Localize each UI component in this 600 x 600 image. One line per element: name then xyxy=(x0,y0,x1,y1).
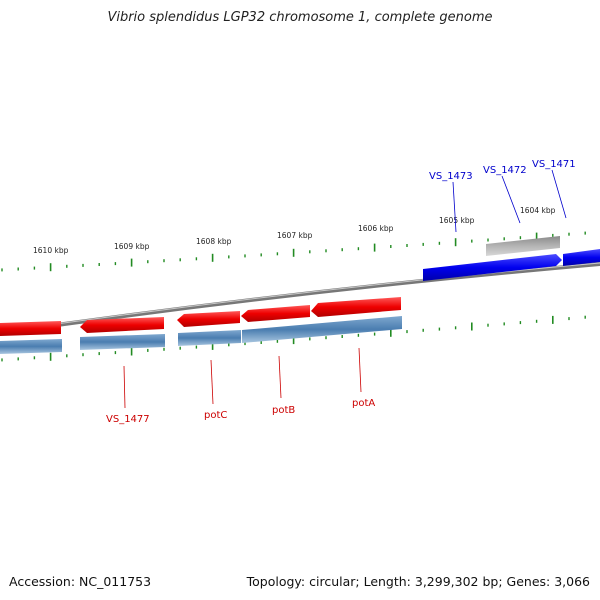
map-title: Vibrio splendidus LGP32 chromosome 1, co… xyxy=(107,10,493,25)
gene-track-potB-potA xyxy=(242,316,402,343)
gene-label-potA[interactable]: potA xyxy=(352,398,375,409)
gene-label-VS_1473[interactable]: VS_1473 xyxy=(429,171,473,182)
leader-VS_1473 xyxy=(452,181,457,233)
leader-potA xyxy=(358,347,362,393)
genome-backbone xyxy=(0,262,600,335)
reverse-strand-features xyxy=(0,297,401,336)
scale-label: 1604 kbp xyxy=(520,206,556,215)
forward-strand-features xyxy=(423,236,600,281)
scale-labels: 1610 kbp 1609 kbp 1608 kbp 1607 kbp 1606… xyxy=(33,206,556,255)
gene-feature-VS_1472[interactable] xyxy=(486,236,560,256)
gene-feature-VS_1473[interactable] xyxy=(423,254,562,281)
label-leaders xyxy=(123,169,567,409)
reverse-strand-track xyxy=(0,316,402,354)
gene-feature-VS_1471[interactable] xyxy=(563,249,600,266)
leader-VS_1472 xyxy=(501,175,521,224)
gene-feature-VS_1477[interactable] xyxy=(80,317,164,333)
gene-labels: VS_1473 VS_1472 VS_1471 VS_1477 potC pot… xyxy=(106,159,576,425)
gene-label-potC[interactable]: potC xyxy=(204,410,227,421)
leader-VS_1471 xyxy=(551,169,567,219)
scale-label: 1610 kbp xyxy=(33,246,69,255)
leader-potB xyxy=(278,355,282,399)
genome-summary-text: Topology: circular; Length: 3,299,302 bp… xyxy=(246,574,590,589)
gene-label-VS_1477[interactable]: VS_1477 xyxy=(106,414,150,425)
gene-label-VS_1471[interactable]: VS_1471 xyxy=(532,159,576,170)
genome-backbone-highlight xyxy=(0,262,600,333)
leader-potC xyxy=(210,359,214,405)
gene-feature-potA[interactable] xyxy=(311,297,401,317)
gene-label-potB[interactable]: potB xyxy=(272,405,295,416)
gene-feature-potC[interactable] xyxy=(177,311,240,327)
leader-VS_1477 xyxy=(123,365,126,409)
gene-label-VS_1472[interactable]: VS_1472 xyxy=(483,165,527,176)
gene-feature-potB[interactable] xyxy=(241,305,310,322)
gene-track-potC xyxy=(178,330,241,346)
scale-label: 1605 kbp xyxy=(439,216,475,225)
scale-label: 1609 kbp xyxy=(114,242,150,251)
gene-feature-VS_1477-left[interactable] xyxy=(0,321,61,336)
scale-ticks-outer xyxy=(1,231,586,272)
scale-label: 1606 kbp xyxy=(358,224,394,233)
scale-label: 1607 kbp xyxy=(277,231,313,240)
gene-track-VS_1477-left xyxy=(0,339,62,354)
gene-track-VS_1477 xyxy=(80,334,165,350)
accession-text: Accession: NC_011753 xyxy=(9,574,152,589)
scale-ticks-inner xyxy=(1,315,586,362)
scale-label: 1608 kbp xyxy=(196,237,232,246)
